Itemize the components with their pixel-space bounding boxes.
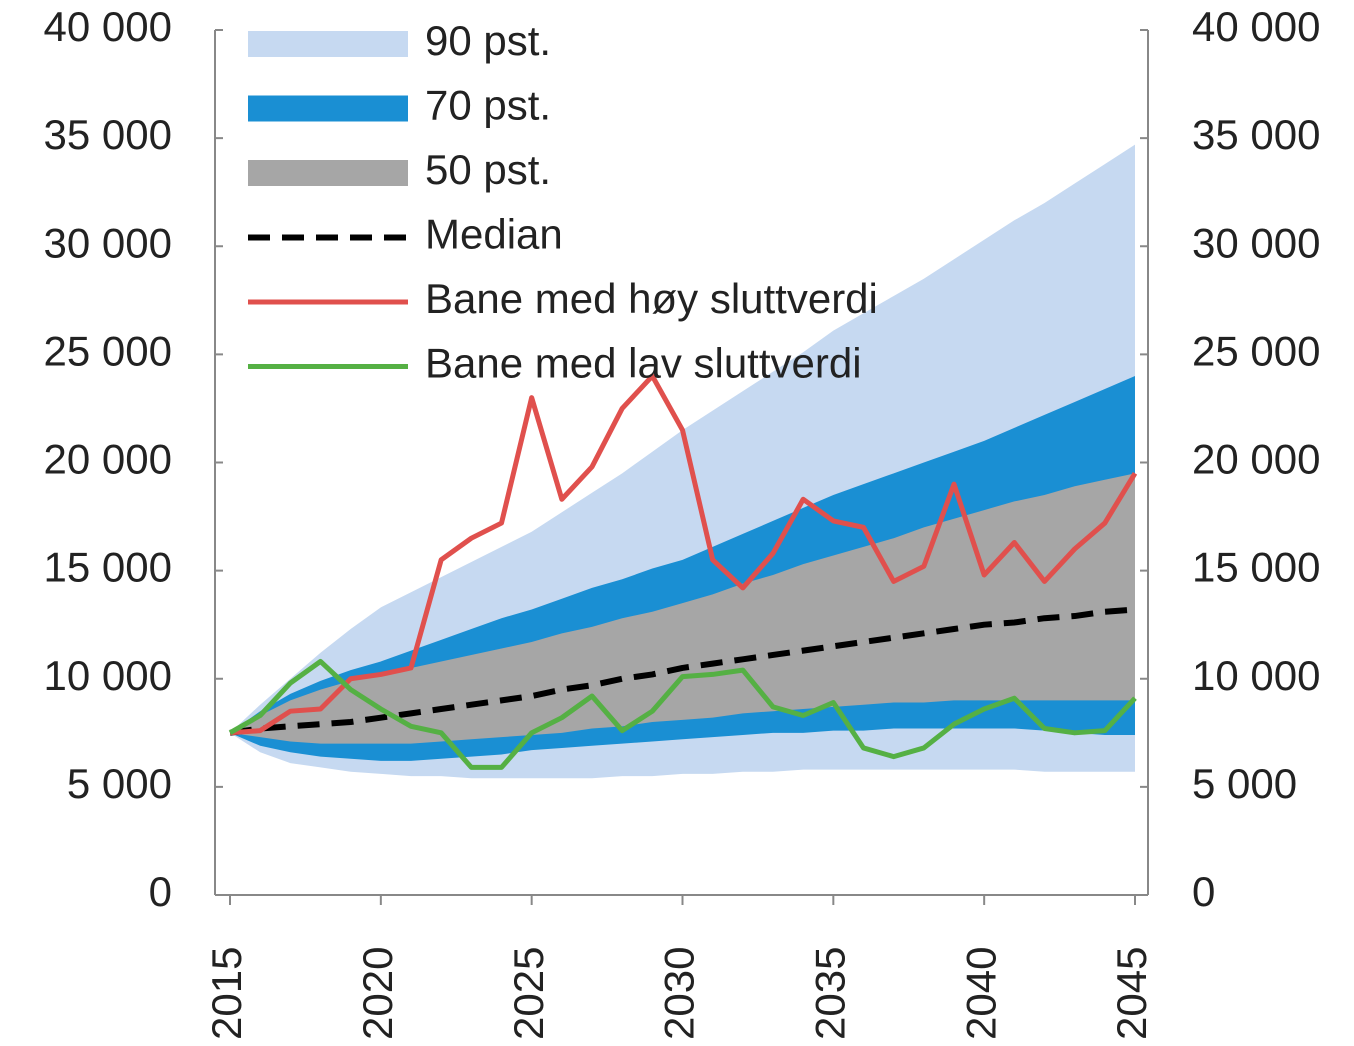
line (229, 606, 1136, 736)
x-tick-label: 2030 (656, 947, 703, 1040)
y-tick-label: 35 000 (44, 111, 172, 158)
line (229, 373, 1138, 736)
y-tick-label: 0 (149, 868, 172, 915)
legend-label: Median (425, 211, 563, 258)
y2-tick-label: 15 000 (1192, 544, 1320, 591)
legend-swatch (248, 95, 408, 122)
y2-tick-label: 10 000 (1192, 652, 1320, 699)
x-tick-label: 2035 (806, 947, 853, 1040)
line (228, 658, 1137, 770)
y-tick-label: 25 000 (44, 327, 172, 374)
y-tick-label: 40 000 (44, 3, 172, 50)
y2-tick-label: 25 000 (1192, 327, 1320, 374)
y2-tick-label: 20 000 (1192, 436, 1320, 483)
y-tick-label: 15 000 (44, 544, 172, 591)
x-tick-label: 2020 (354, 947, 401, 1040)
y-tick-label: 30 000 (44, 219, 172, 266)
legend-label: 70 pst. (425, 82, 551, 129)
y2-tick-label: 40 000 (1192, 3, 1320, 50)
legend-swatch (248, 160, 408, 186)
y2-tick-label: 30 000 (1192, 219, 1320, 266)
legend-label: 50 pst. (425, 146, 551, 193)
y2-tick-label: 5 000 (1192, 760, 1297, 807)
x-tick-label: 2040 (957, 947, 1004, 1040)
x-tick-label: 2015 (203, 947, 250, 1040)
x-tick-label: 2045 (1108, 947, 1155, 1040)
y-tick-label: 5 000 (67, 760, 172, 807)
legend-label: 90 pst. (425, 17, 551, 64)
x-tick-label: 2025 (505, 947, 552, 1040)
band (230, 473, 1135, 744)
y2-tick-label: 35 000 (1192, 111, 1320, 158)
y2-tick-label: 0 (1192, 868, 1215, 915)
legend-label: Bane med høy sluttverdi (425, 275, 878, 322)
y-tick-label: 10 000 (44, 652, 172, 699)
legend-label: Bane med lav sluttverdi (425, 340, 862, 387)
legend-swatch (248, 31, 408, 57)
y-tick-label: 20 000 (44, 436, 172, 483)
